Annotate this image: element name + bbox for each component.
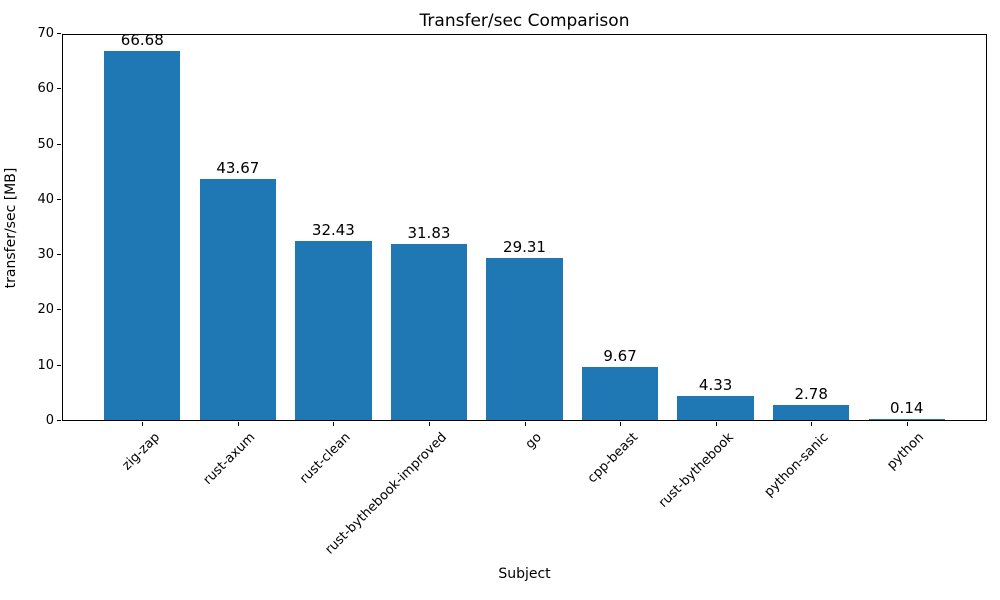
- x-tick-label-cpp-beast: cpp-beast: [584, 430, 641, 487]
- y-tick-label: 60: [37, 81, 54, 97]
- y-tick-mark: [57, 420, 61, 421]
- y-tick-mark: [57, 198, 61, 200]
- y-axis-label: transfer/sec [MB]: [3, 167, 19, 289]
- y-tick-mark: [57, 254, 61, 256]
- y-tick-label: 70: [37, 26, 54, 41]
- x-tick-label-go: go: [523, 430, 546, 453]
- x-tick-mark: [906, 422, 908, 426]
- y-tick-mark: [57, 309, 61, 311]
- x-tick-label-zig-zap: zig-zap: [119, 430, 163, 474]
- y-tick-label: 20: [37, 302, 54, 318]
- x-tick-label-rust-clean: rust-clean: [297, 430, 354, 487]
- bar-zig-zap: [104, 51, 181, 420]
- x-tick-label-python: python: [884, 430, 928, 473]
- x-tick-mark: [237, 422, 239, 426]
- y-tick-mark: [57, 88, 61, 90]
- x-tick-mark: [142, 422, 144, 426]
- plot-area: [62, 34, 987, 421]
- y-tick-mark: [57, 364, 61, 366]
- y-tick-mark: [57, 143, 61, 145]
- bar-python-sanic: [772, 404, 850, 420]
- y-tick-label: 10: [37, 357, 54, 373]
- bar-go: [486, 257, 563, 420]
- x-tick-label-rust-axum: rust-axum: [200, 430, 259, 488]
- x-tick-label-python-sanic: python-sanic: [761, 430, 832, 500]
- bar-python: [868, 419, 945, 420]
- y-tick-mark: [57, 33, 61, 34]
- bar-rust-axum: [199, 178, 277, 420]
- bar-rust-bythebook: [677, 396, 754, 420]
- chart-title: Transfer/sec Comparison: [419, 11, 630, 31]
- bar-cpp-beast: [581, 366, 659, 420]
- x-tick-mark: [620, 422, 622, 426]
- x-tick-mark: [811, 422, 813, 426]
- x-tick-mark: [428, 422, 430, 426]
- x-tick-label-rust-bythebook-improved: rust-bythebook-improved: [322, 430, 450, 558]
- y-tick-label: 30: [37, 247, 54, 263]
- x-tick-mark: [333, 422, 335, 426]
- x-tick-mark: [715, 422, 717, 426]
- x-tick-label-rust-bythebook: rust-bythebook: [655, 430, 737, 511]
- y-tick-label: 0: [45, 413, 54, 428]
- x-tick-mark: [524, 422, 526, 426]
- x-axis-label: Subject: [498, 566, 551, 582]
- y-tick-label: 50: [37, 136, 54, 152]
- bar-rust-clean: [295, 240, 372, 420]
- bar-rust-bythebook-improved: [390, 244, 468, 420]
- y-tick-label: 40: [37, 191, 54, 207]
